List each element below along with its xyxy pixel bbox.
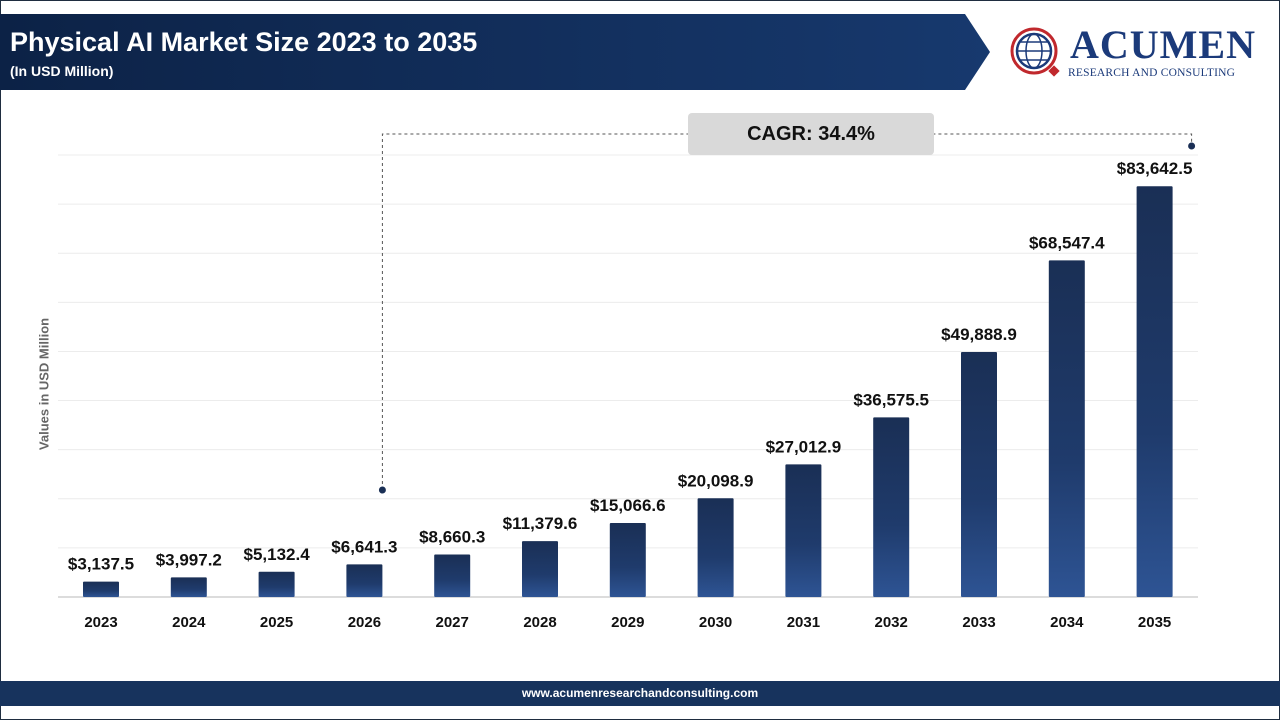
data-label-2031: $27,012.9	[766, 437, 842, 456]
data-label-2034: $68,547.4	[1029, 233, 1105, 252]
bar-2025	[258, 571, 295, 597]
cagr-start-dot	[378, 486, 386, 494]
data-label-2025: $5,132.4	[244, 545, 311, 564]
bar-2026	[346, 564, 383, 597]
data-label-2027: $8,660.3	[419, 527, 485, 546]
data-label-2023: $3,137.5	[68, 555, 134, 574]
footer-bar: www.acumenresearchandconsulting.com	[0, 681, 1280, 706]
data-label-2030: $20,098.9	[678, 471, 754, 490]
title-banner	[0, 14, 990, 90]
chart-title: Physical AI Market Size 2023 to 2035	[10, 27, 478, 57]
x-tick-2029: 2029	[611, 614, 644, 631]
chart-subtitle: (In USD Million)	[10, 63, 114, 79]
cagr-connector	[381, 133, 1193, 490]
data-label-2035: $83,642.5	[1117, 159, 1193, 178]
x-tick-2023: 2023	[84, 614, 117, 631]
x-tick-2030: 2030	[699, 614, 732, 631]
bar-2029	[609, 523, 646, 597]
x-tick-2024: 2024	[172, 614, 206, 631]
x-tick-2027: 2027	[436, 614, 469, 631]
bar-2028	[522, 541, 558, 597]
bar-2027	[434, 554, 471, 597]
x-tick-2025: 2025	[260, 614, 293, 631]
acumen-logo	[1010, 27, 1060, 77]
data-label-2032: $36,575.5	[853, 390, 929, 409]
data-label-2033: $49,888.9	[941, 325, 1017, 344]
bar-2033	[961, 351, 997, 597]
x-tick-2026: 2026	[348, 614, 381, 631]
bar-2035	[1136, 186, 1173, 597]
x-tick-2028: 2028	[523, 614, 556, 631]
cagr-end-dot	[1188, 142, 1196, 150]
x-tick-2032: 2032	[875, 614, 908, 631]
cagr-badge: CAGR: 34.4%	[688, 113, 934, 155]
footer-url[interactable]: www.acumenresearchandconsulting.com	[521, 686, 759, 700]
bar-2032	[873, 417, 910, 597]
data-label-2026: $6,641.3	[331, 537, 397, 556]
x-tick-2034: 2034	[1050, 614, 1084, 631]
logo-tagline: RESEARCH AND CONSULTING	[1068, 67, 1236, 79]
data-label-2024: $3,997.2	[156, 550, 222, 569]
x-tick-2031: 2031	[787, 614, 820, 631]
bar-2024	[170, 577, 207, 597]
bar-2023	[83, 581, 119, 597]
x-tick-2033: 2033	[962, 614, 995, 631]
bar-2034	[1048, 260, 1085, 597]
logo-name: ACUMEN	[1070, 22, 1256, 67]
data-label-2028: $11,379.6	[503, 514, 578, 533]
data-label-2029: $15,066.6	[590, 496, 666, 515]
x-tick-2035: 2035	[1138, 614, 1171, 631]
bar-2030	[697, 498, 734, 597]
bar-2031	[785, 464, 822, 597]
